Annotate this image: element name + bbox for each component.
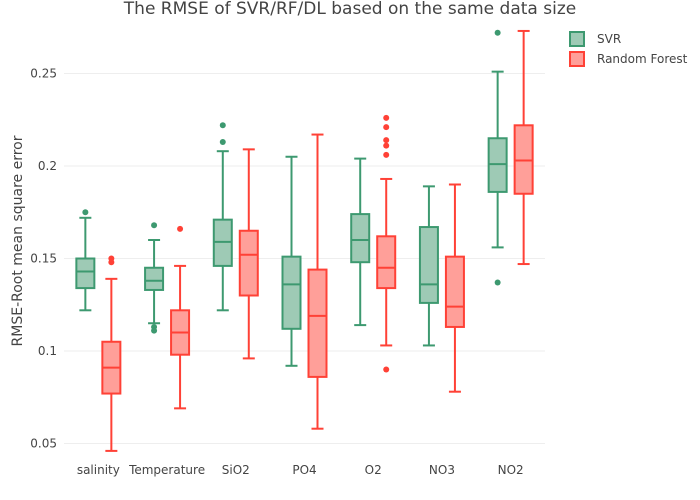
outlier-point — [383, 151, 390, 158]
legend-swatch — [569, 51, 585, 67]
y-tick-label: 0.25 — [30, 67, 57, 81]
box-iqr — [444, 255, 465, 328]
y-tick-label: 0.15 — [30, 252, 57, 266]
legend-label: Random Forest — [597, 52, 688, 66]
box-mark — [144, 222, 165, 334]
box-mark — [281, 155, 302, 367]
box-iqr — [144, 266, 165, 291]
outlier-point — [219, 138, 226, 145]
y-tick-label: 0.2 — [38, 159, 57, 173]
box-iqr — [238, 229, 259, 297]
series-random-forest — [101, 29, 534, 452]
outlier-point — [383, 114, 390, 121]
box-iqr — [75, 257, 96, 290]
box-mark — [238, 148, 259, 360]
outlier-point — [494, 29, 501, 36]
box-series — [75, 29, 534, 452]
y-axis-ticks: 0.05 0.1 0.15 0.2 0.25 — [30, 67, 57, 451]
outlier-point — [383, 366, 390, 373]
box-mark — [376, 114, 397, 373]
box-mark — [350, 157, 371, 327]
box-mark — [513, 29, 534, 266]
x-tick-label: NO2 — [498, 463, 524, 477]
box-iqr — [307, 268, 328, 378]
box-mark — [487, 29, 508, 286]
box-mark — [307, 133, 328, 430]
box-mark — [75, 209, 96, 312]
x-tick-label: O2 — [365, 463, 382, 477]
box-mark — [101, 255, 122, 452]
box-mark — [212, 122, 233, 312]
box-iqr — [376, 235, 397, 290]
outlier-point — [151, 222, 158, 229]
outlier-point — [494, 279, 501, 286]
legend[interactable]: SVR Random Forest — [569, 31, 688, 67]
box-mark — [418, 185, 439, 347]
outlier-point — [108, 255, 115, 262]
outlier-point — [383, 124, 390, 131]
box-iqr — [350, 213, 371, 264]
legend-label: SVR — [597, 32, 621, 46]
legend-swatch — [569, 31, 585, 47]
outlier-point — [383, 137, 390, 144]
x-tick-label: salinity — [77, 463, 120, 477]
y-tick-label: 0.1 — [38, 344, 57, 358]
outlier-point — [177, 225, 184, 232]
outlier-point — [82, 209, 89, 216]
y-tick-label: 0.05 — [30, 437, 57, 451]
legend-item[interactable]: Random Forest — [569, 51, 688, 67]
x-axis-ticks: salinity Temperature SiO2 PO4 O2 NO3 NO2 — [77, 463, 524, 477]
box-iqr — [281, 255, 302, 330]
grid-lines — [64, 73, 545, 444]
box-mark — [444, 183, 465, 393]
outlier-point — [151, 327, 158, 334]
legend-item[interactable]: SVR — [569, 31, 621, 47]
box-iqr — [418, 226, 439, 304]
series-svr — [75, 29, 508, 367]
box-mark — [170, 225, 191, 410]
chart-title: The RMSE of SVR/RF/DL based on the same … — [123, 0, 576, 19]
outlier-point — [219, 122, 226, 129]
x-tick-label: Temperature — [128, 463, 205, 477]
outlier-point — [383, 142, 390, 149]
x-tick-label: NO3 — [429, 463, 455, 477]
y-axis-title: RMSE-Root mean square error — [10, 135, 26, 346]
x-tick-label: PO4 — [292, 463, 316, 477]
x-tick-label: SiO2 — [222, 463, 250, 477]
